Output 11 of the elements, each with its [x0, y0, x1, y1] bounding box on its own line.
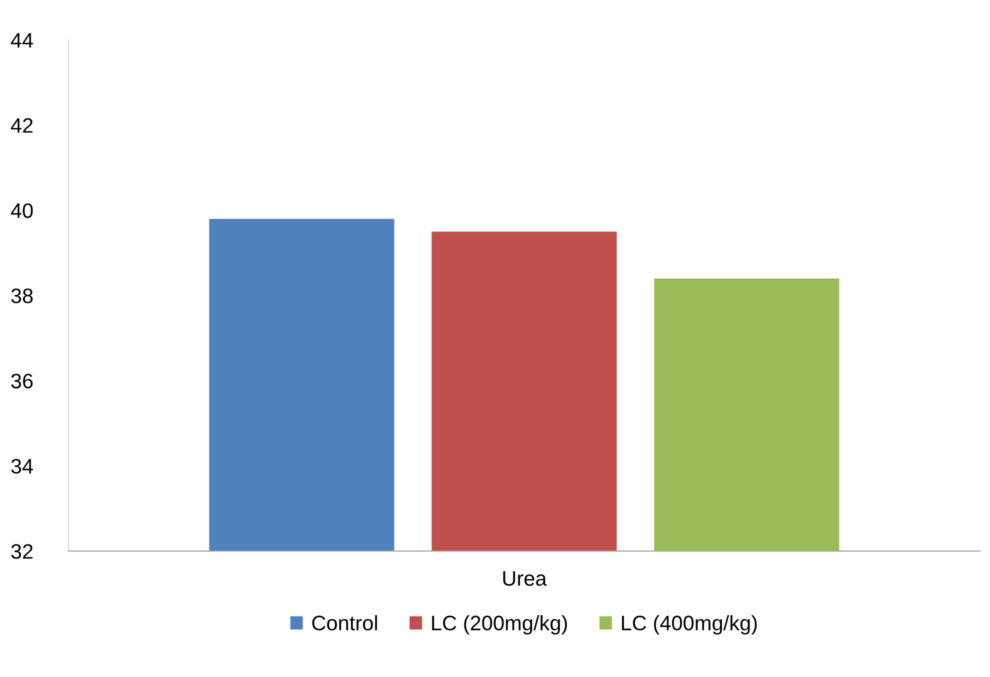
x-tick-label: Urea — [503, 571, 547, 586]
y-tick-label: 44 — [10, 33, 33, 48]
legend-label: LC (200mg/kg) — [432, 615, 567, 635]
y-tick-label: 40 — [10, 203, 33, 218]
y-tick-label: 42 — [10, 118, 33, 133]
y-tick-label: 36 — [11, 374, 33, 388]
legend-label: LC (400mg/kg) — [622, 615, 757, 635]
legend-label: Control — [312, 615, 377, 630]
y-tick-label: 38 — [11, 288, 33, 304]
y-tick-label: 32 — [11, 544, 33, 559]
y-tick-label: 34 — [11, 458, 33, 474]
